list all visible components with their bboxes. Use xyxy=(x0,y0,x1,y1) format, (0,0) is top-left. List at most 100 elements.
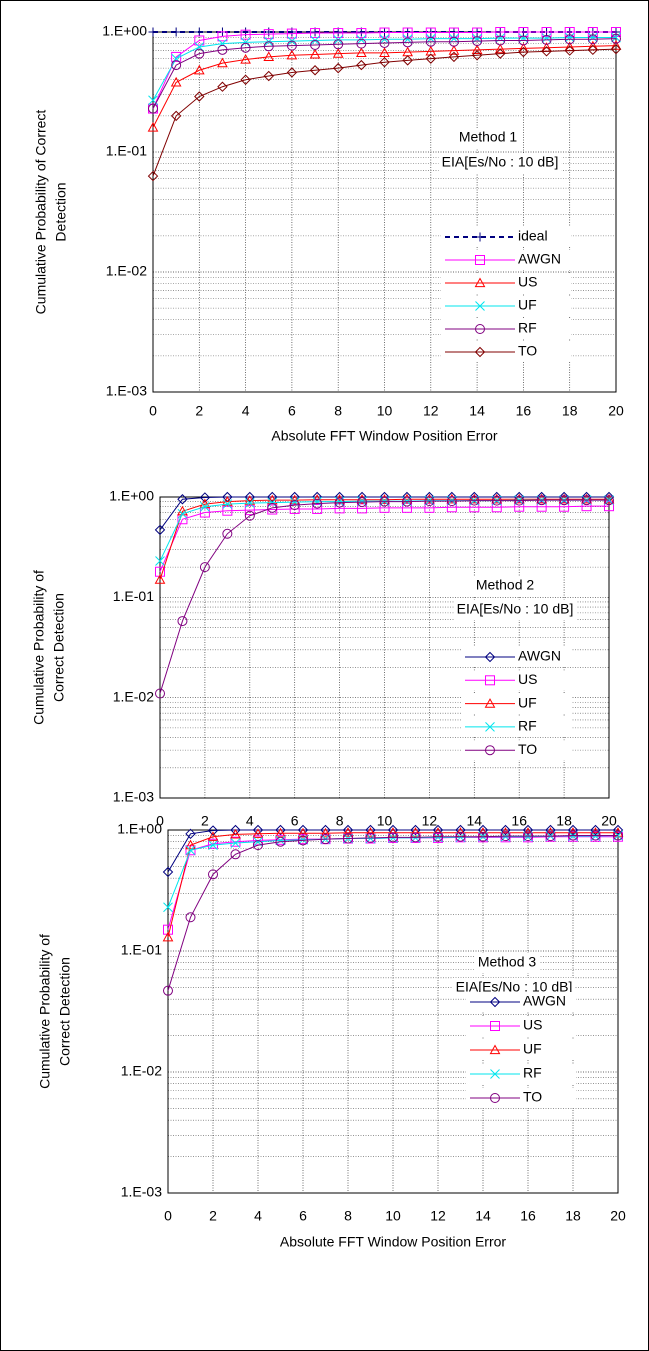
marker xyxy=(522,824,534,836)
marker xyxy=(410,824,421,836)
legend-item: AWGN xyxy=(461,647,571,667)
marker xyxy=(469,495,480,506)
legend-item: TO xyxy=(461,740,571,761)
marker xyxy=(263,51,275,62)
x-tick-label: 8 xyxy=(344,1208,352,1224)
marker xyxy=(545,831,556,842)
annotation: Method 1 xyxy=(459,129,518,145)
marker xyxy=(613,830,623,841)
marker xyxy=(332,48,344,58)
legend-label: AWGN xyxy=(518,648,561,664)
marker xyxy=(320,834,331,845)
x-tick-label: 6 xyxy=(299,1208,307,1224)
marker xyxy=(185,828,196,840)
marker xyxy=(495,27,506,37)
marker xyxy=(310,39,321,50)
marker xyxy=(603,493,615,504)
marker xyxy=(536,491,547,503)
legend-label: UF xyxy=(518,694,537,710)
marker xyxy=(147,170,159,182)
marker xyxy=(388,832,398,843)
y-axis-label: Cumulative Probability of xyxy=(31,570,47,725)
marker xyxy=(541,27,552,37)
x-tick-label: 6 xyxy=(288,403,296,419)
x-tick-label: 18 xyxy=(565,1208,581,1224)
marker xyxy=(495,33,506,43)
x-tick-label: 16 xyxy=(511,813,527,829)
y-tick-label: 1.E-02 xyxy=(113,688,154,704)
marker xyxy=(356,38,367,49)
marker xyxy=(334,497,345,508)
marker xyxy=(490,1021,500,1031)
marker xyxy=(217,81,228,92)
marker xyxy=(267,491,278,503)
marker xyxy=(240,74,251,85)
marker xyxy=(485,722,495,732)
marker xyxy=(590,824,601,836)
marker xyxy=(199,498,211,509)
annotation: EIA[Es/No : 10 dB] xyxy=(456,979,573,995)
y-tick-label: 1.E-02 xyxy=(106,263,147,279)
marker xyxy=(162,866,174,878)
marker xyxy=(558,493,570,504)
legend-item: RF xyxy=(441,319,571,339)
marker xyxy=(587,32,598,43)
marker xyxy=(162,931,174,942)
y-axis-label: Cumulative Probability of xyxy=(37,934,53,1089)
x-tick-label: 20 xyxy=(601,813,617,829)
marker xyxy=(536,493,547,504)
legend-bg xyxy=(461,740,571,761)
marker xyxy=(474,346,486,358)
x-tick-label: 4 xyxy=(254,1208,262,1224)
marker xyxy=(426,27,436,37)
marker xyxy=(208,869,218,880)
legend-item: US xyxy=(441,273,571,293)
series-line xyxy=(152,31,616,109)
marker xyxy=(263,70,274,82)
marker xyxy=(155,566,165,577)
marker xyxy=(489,996,501,1008)
marker xyxy=(474,277,486,288)
marker xyxy=(478,831,488,842)
marker xyxy=(244,505,255,516)
annotation-bg xyxy=(453,600,577,620)
x-tick-label: 4 xyxy=(242,403,250,419)
marker xyxy=(581,495,592,506)
series-line xyxy=(152,38,617,109)
marker xyxy=(495,48,506,59)
marker xyxy=(379,57,390,68)
legend-label: TO xyxy=(518,741,537,757)
marker xyxy=(587,34,598,45)
marker xyxy=(200,501,210,512)
marker xyxy=(379,27,390,38)
marker xyxy=(286,49,298,60)
marker xyxy=(491,491,502,503)
marker xyxy=(536,501,547,512)
annotation: Method 2 xyxy=(476,577,535,593)
marker xyxy=(297,827,309,838)
marker xyxy=(253,840,263,851)
marker xyxy=(611,33,621,44)
x-tick-label: 8 xyxy=(336,813,344,829)
marker xyxy=(587,44,599,56)
x-tick-label: 2 xyxy=(201,813,209,829)
marker xyxy=(379,47,390,57)
marker xyxy=(230,849,241,860)
y-tick-label: 1.E-03 xyxy=(106,383,147,399)
x-tick-label: 10 xyxy=(385,1208,401,1224)
marker xyxy=(564,45,575,56)
marker xyxy=(455,831,466,842)
marker xyxy=(514,495,525,506)
marker xyxy=(541,33,552,43)
marker xyxy=(513,491,525,503)
marker xyxy=(357,497,368,508)
marker xyxy=(425,36,436,47)
marker xyxy=(240,42,251,53)
marker xyxy=(267,502,278,513)
chart: 1.E-03 1.E-02 1.E-01 1.E+00 0 2 4 6 8 10 12 14 16 18 2… xyxy=(37,821,626,1250)
legend-bg xyxy=(461,693,571,714)
marker xyxy=(194,91,205,102)
y-axis-label: Correct Detection xyxy=(57,957,73,1066)
marker xyxy=(448,51,460,63)
